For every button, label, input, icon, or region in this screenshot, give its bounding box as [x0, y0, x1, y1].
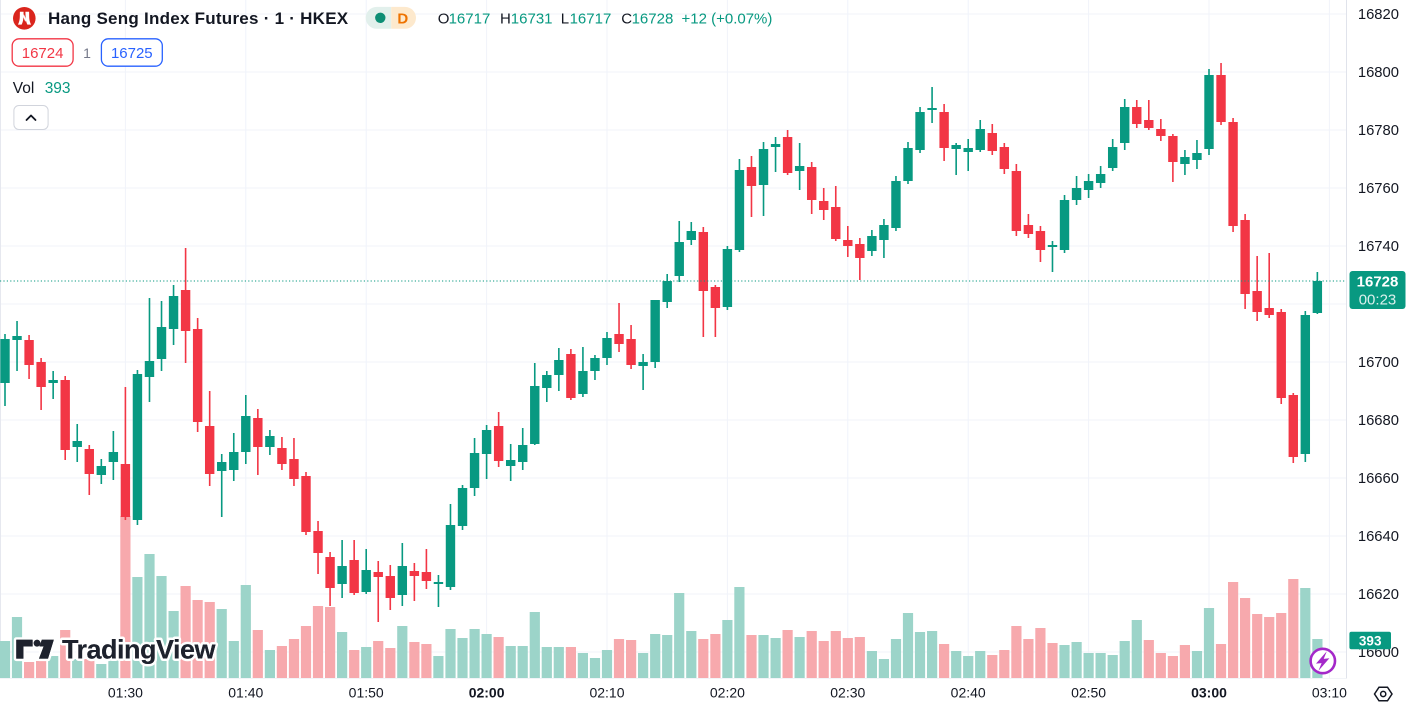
svg-text:02:00: 02:00 [469, 685, 505, 701]
svg-text:02:20: 02:20 [710, 685, 745, 701]
svg-text:16717: 16717 [570, 10, 612, 27]
svg-text:16760: 16760 [1358, 181, 1399, 197]
svg-text:Vol: Vol [13, 80, 35, 97]
svg-text:16731: 16731 [511, 10, 553, 27]
svg-text:01:40: 01:40 [228, 685, 263, 701]
svg-text:16660: 16660 [1358, 471, 1399, 487]
svg-text:02:50: 02:50 [1071, 685, 1106, 701]
svg-text:16725: 16725 [111, 45, 153, 62]
svg-text:TradingView: TradingView [62, 635, 217, 665]
svg-text:L: L [561, 10, 569, 27]
svg-text:16717: 16717 [449, 10, 491, 27]
svg-text:03:00: 03:00 [1191, 685, 1227, 701]
svg-text:1: 1 [83, 45, 91, 61]
svg-text:01:30: 01:30 [108, 685, 143, 701]
svg-text:16820: 16820 [1358, 7, 1399, 23]
svg-text:16680: 16680 [1358, 413, 1399, 429]
svg-text:16640: 16640 [1358, 529, 1399, 545]
svg-text:16728: 16728 [1357, 274, 1399, 291]
svg-text:16620: 16620 [1358, 587, 1399, 603]
svg-text:H: H [500, 10, 511, 27]
svg-text:C: C [621, 10, 632, 27]
svg-text:02:30: 02:30 [830, 685, 865, 701]
svg-text:03:10: 03:10 [1312, 685, 1347, 701]
svg-text:16800: 16800 [1358, 65, 1399, 81]
svg-text:393: 393 [45, 80, 71, 97]
svg-text:16780: 16780 [1358, 123, 1399, 139]
svg-text:393: 393 [1359, 633, 1382, 648]
svg-text:16724: 16724 [22, 45, 64, 62]
svg-text:01:50: 01:50 [349, 685, 384, 701]
svg-text:00:23: 00:23 [1359, 292, 1397, 309]
svg-text:O: O [438, 10, 450, 27]
svg-text:D: D [397, 10, 408, 27]
svg-text:Hang Seng Index Futures · 1 ·: Hang Seng Index Futures · 1 · HKEX [48, 9, 349, 28]
svg-text:TradingView: TradingView [62, 635, 217, 665]
svg-text:02:10: 02:10 [589, 685, 624, 701]
svg-text:16700: 16700 [1358, 355, 1399, 371]
svg-text:16728: 16728 [632, 10, 674, 27]
svg-text:02:40: 02:40 [951, 685, 986, 701]
svg-text:+12 (+0.07%): +12 (+0.07%) [682, 10, 773, 27]
svg-text:16740: 16740 [1358, 239, 1399, 255]
